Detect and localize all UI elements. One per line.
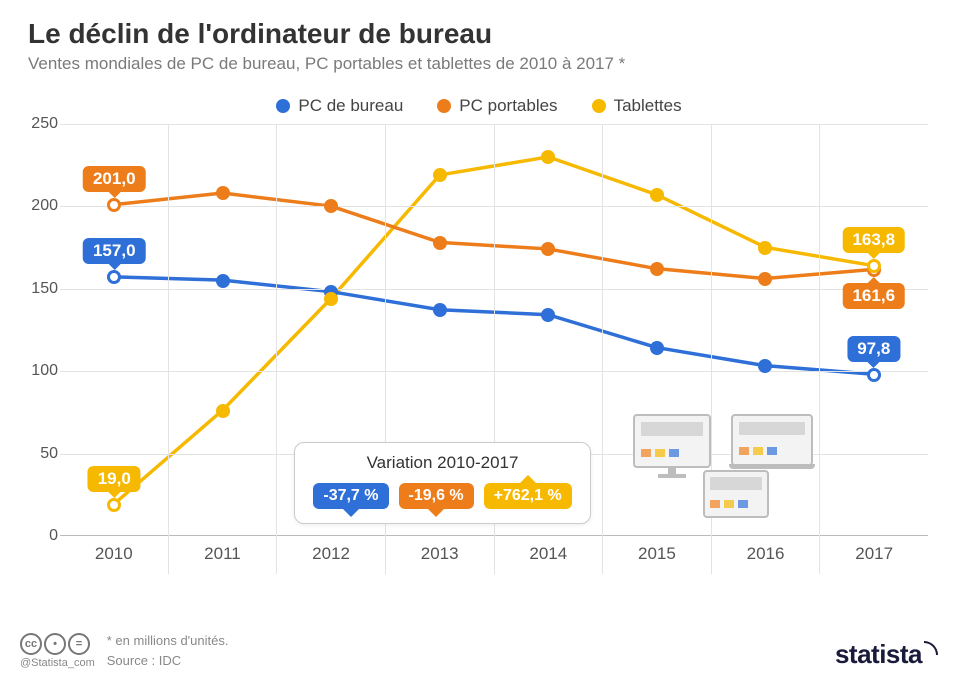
footnote-source: Source : IDC	[107, 651, 229, 671]
footer: cc•= @Statista_com * en millions d'unité…	[20, 631, 938, 670]
variation-box: Variation 2010-2017 -37,7 %-19,6 %+762,1…	[294, 442, 590, 524]
footnote-units: * en millions d'unités.	[107, 631, 229, 651]
variation-pill: +762,1 %	[484, 483, 572, 509]
devices-illustration	[633, 414, 833, 524]
legend: PC de bureau PC portables Tablettes	[0, 96, 958, 116]
legend-dot	[592, 99, 606, 113]
legend-dot	[437, 99, 451, 113]
x-tick: 2017	[819, 124, 928, 574]
statista-logo: statista	[835, 639, 938, 670]
page-title: Le déclin de l'ordinateur de bureau	[28, 18, 930, 50]
data-callout: 201,0	[83, 166, 146, 192]
cc-icons: cc•=	[20, 633, 95, 655]
page-subtitle: Ventes mondiales de PC de bureau, PC por…	[28, 54, 930, 74]
x-tick: 2011	[168, 124, 277, 574]
legend-item: Tablettes	[592, 96, 682, 116]
legend-label: Tablettes	[614, 96, 682, 116]
variation-pill: -37,7 %	[313, 483, 388, 509]
data-callout: 157,0	[83, 238, 146, 264]
twitter-handle: @Statista_com	[20, 657, 95, 669]
legend-item: PC de bureau	[276, 96, 403, 116]
x-tick: 2010	[60, 536, 168, 574]
legend-dot	[276, 99, 290, 113]
variation-pill: -19,6 %	[399, 483, 474, 509]
x-axis: 20102011201220132014201520162017	[60, 536, 928, 574]
data-callout: 19,0	[88, 466, 141, 492]
legend-item: PC portables	[437, 96, 557, 116]
legend-label: PC de bureau	[298, 96, 403, 116]
line-chart: 050100150200250 201,0157,019,0163,8161,6…	[60, 124, 928, 574]
y-axis: 050100150200250	[18, 124, 58, 574]
legend-label: PC portables	[459, 96, 557, 116]
